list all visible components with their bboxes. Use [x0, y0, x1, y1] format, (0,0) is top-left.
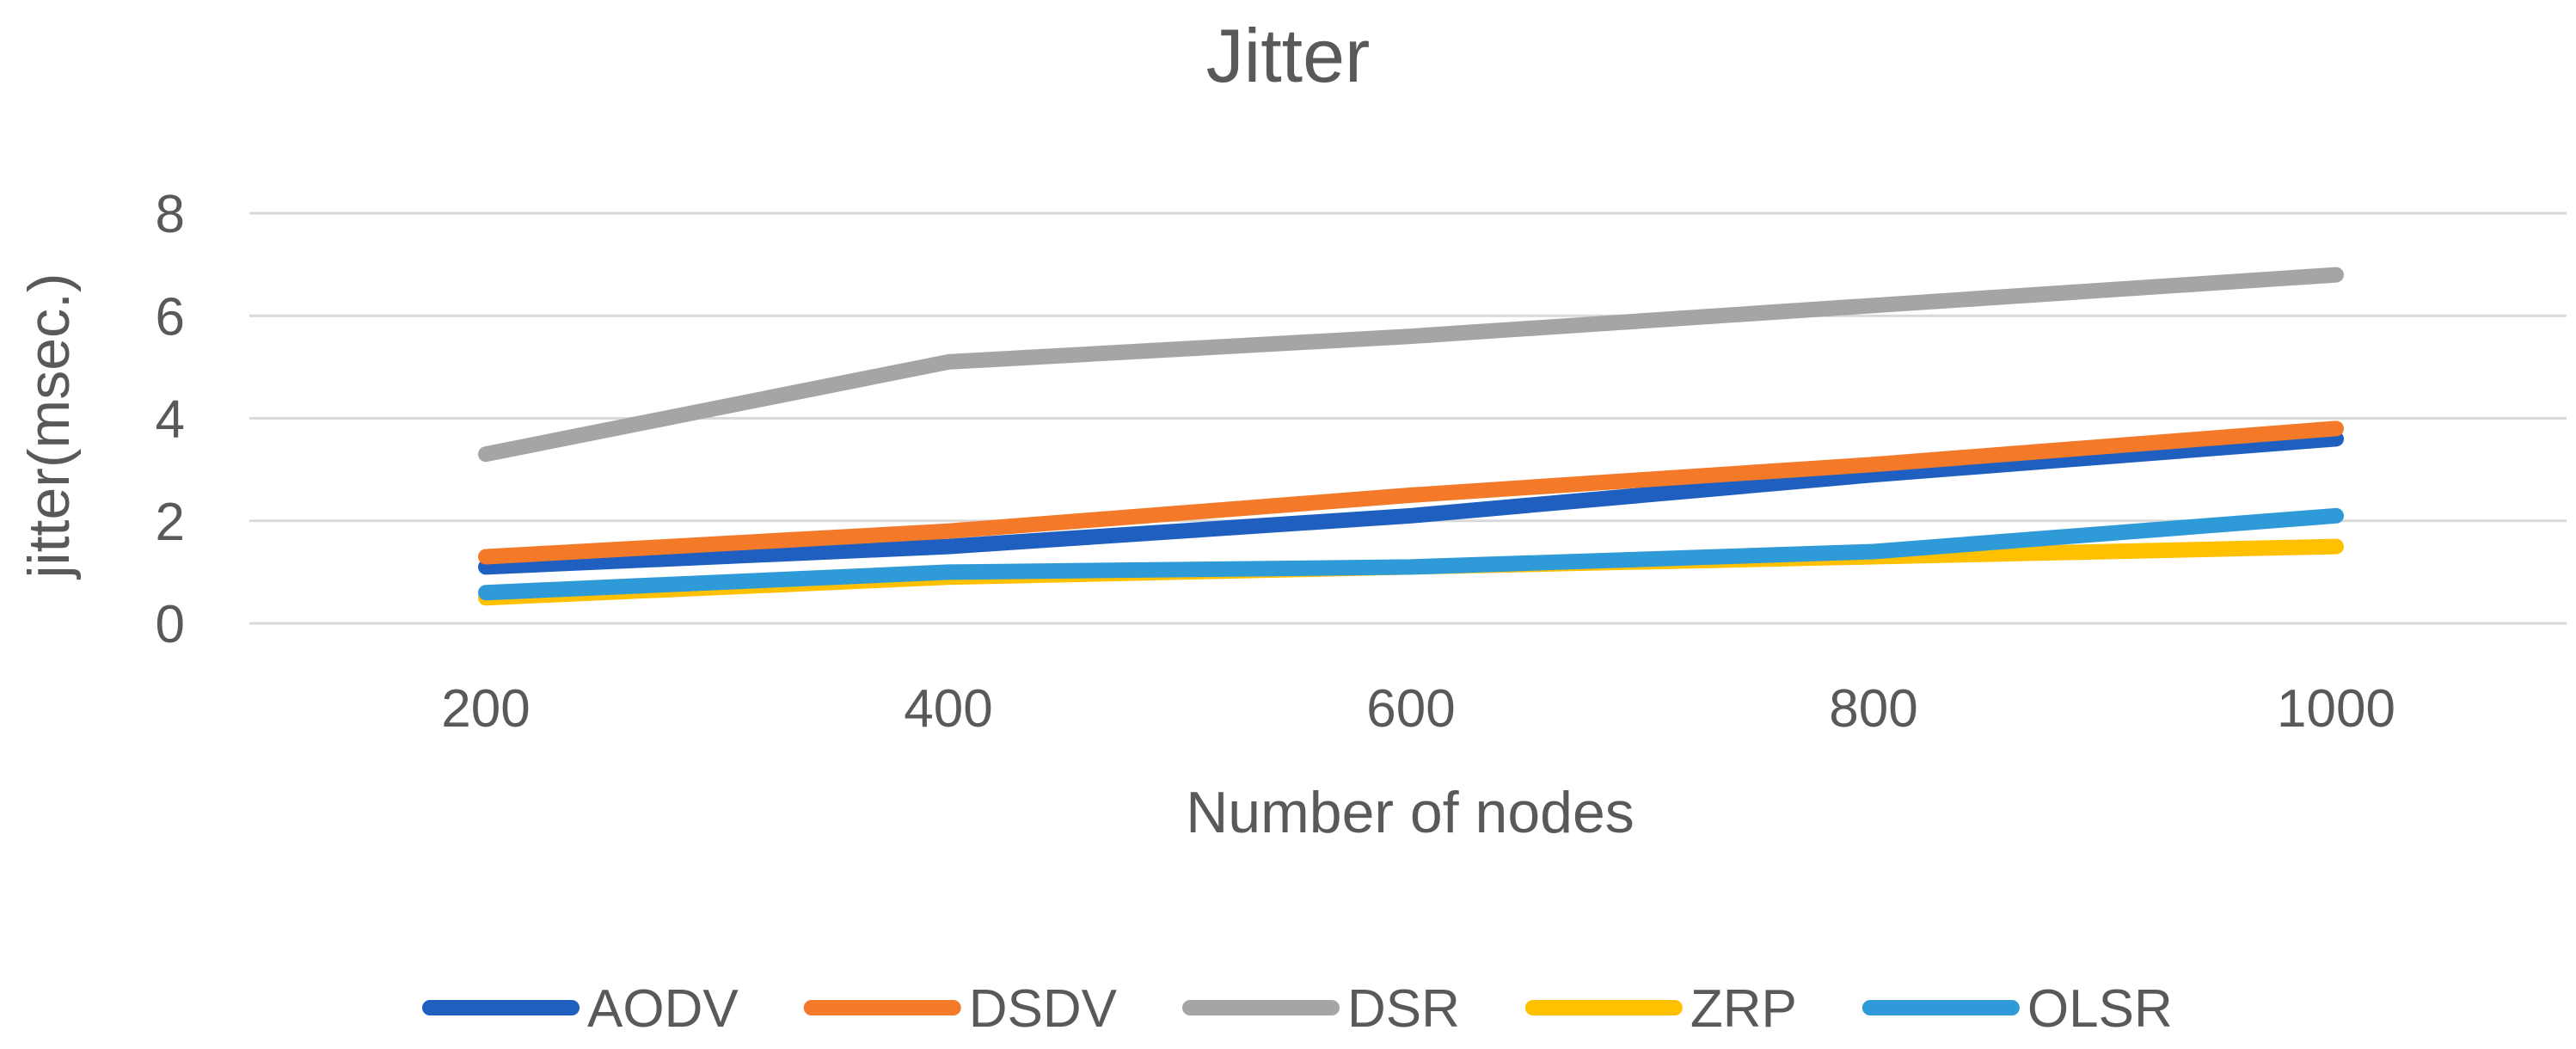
y-axis-ticks: 0 2 4 6 8	[156, 185, 185, 654]
series-line-aodv	[478, 431, 2344, 575]
series-line-dsdv	[478, 420, 2344, 565]
x-tick-label: 800	[1829, 679, 1917, 739]
y-tick-label: 2	[156, 493, 185, 552]
chart-title: Jitter	[1206, 13, 1371, 98]
legend-label-dsdv: DSDV	[969, 979, 1118, 1039]
legend-label-aodv: AODV	[587, 979, 739, 1039]
y-tick-label: 0	[156, 595, 185, 654]
legend-label-dsr: DSR	[1347, 979, 1460, 1039]
legend-label-olsr: OLSR	[2027, 979, 2173, 1039]
series-line-dsr	[478, 267, 2344, 463]
series-lines	[478, 267, 2344, 606]
series-line-olsr	[478, 507, 2344, 601]
x-tick-label: 200	[441, 679, 530, 739]
legend: AODV DSDV DSR ZRP OLSR	[422, 979, 2173, 1039]
legend-label-zrp: ZRP	[1690, 979, 1797, 1039]
x-axis-ticks: 200 400 600 800 1000	[441, 679, 2395, 739]
x-tick-label: 600	[1366, 679, 1455, 739]
x-tick-label: 400	[904, 679, 992, 739]
y-tick-label: 8	[156, 185, 185, 244]
x-axis-title: Number of nodes	[1186, 780, 1635, 845]
y-tick-label: 6	[156, 287, 185, 347]
x-tick-label: 1000	[2277, 679, 2395, 739]
y-axis-title: jitter(msec.)	[16, 273, 82, 580]
y-tick-label: 4	[156, 390, 185, 450]
